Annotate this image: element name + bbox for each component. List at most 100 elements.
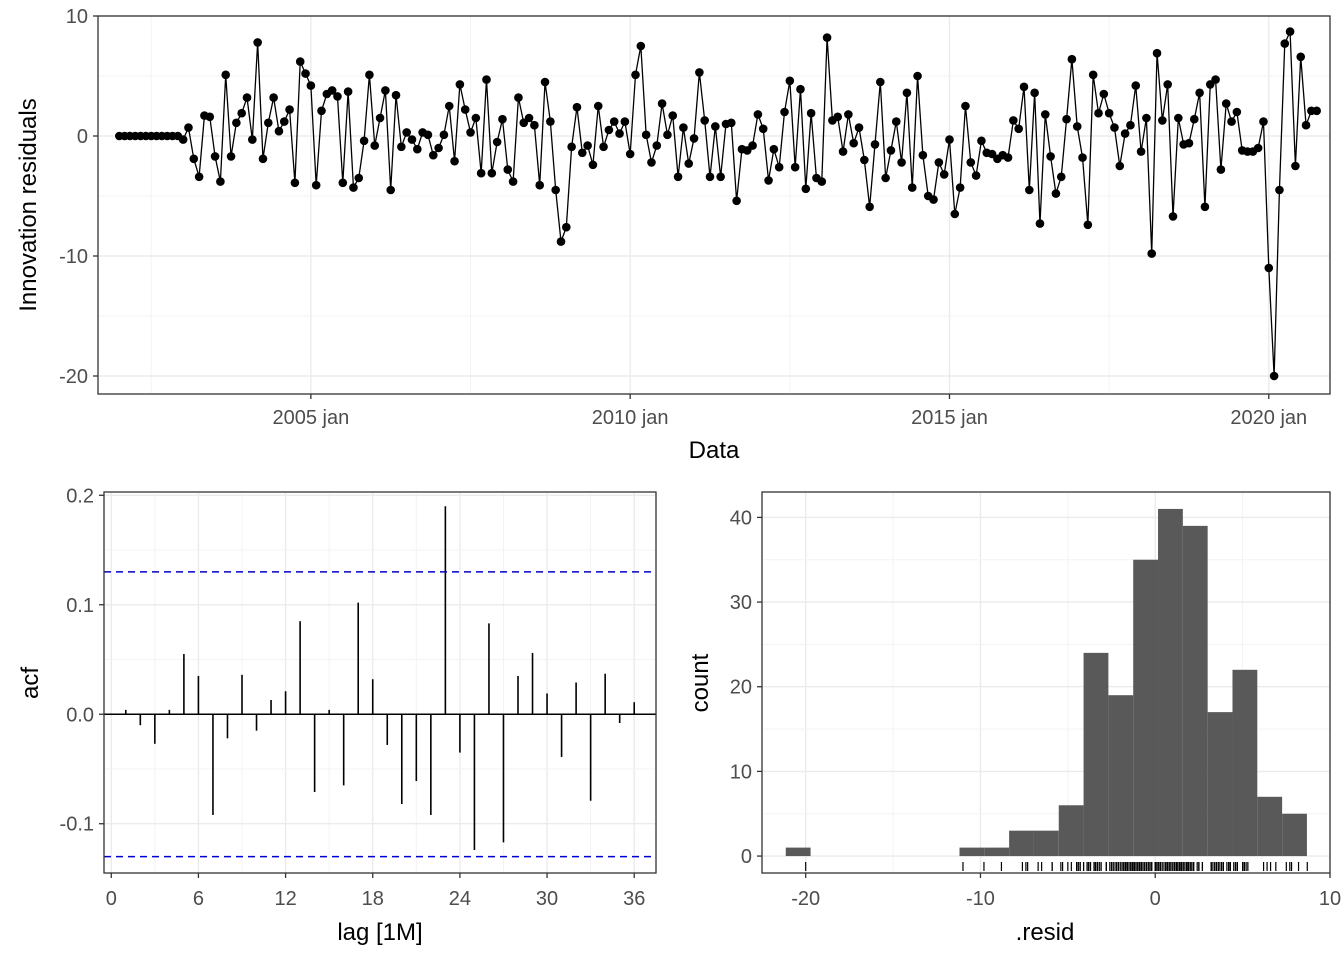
residual-point: [870, 140, 880, 149]
residual-point: [354, 173, 364, 183]
residual-point: [1221, 99, 1231, 108]
residual-point: [577, 148, 587, 158]
residual-point: [753, 110, 763, 119]
residual-point: [1280, 39, 1290, 48]
residual-point: [370, 141, 380, 150]
panel-border: [103, 491, 657, 874]
residual-point: [897, 158, 906, 167]
residual-point: [184, 123, 193, 132]
residual-point: [1152, 48, 1162, 58]
residual-point: [1136, 147, 1146, 156]
residual-point: [1285, 27, 1295, 36]
residual-point: [1253, 143, 1263, 153]
residual-point: [780, 107, 789, 117]
residual-line: [119, 31, 1317, 377]
residual-point: [306, 81, 316, 90]
residual-point: [961, 101, 970, 111]
y-axis-label: count: [687, 653, 714, 712]
residual-histogram-panel: -20 -10 0 10 40 30 20 10 0 .resid count: [687, 491, 1341, 946]
residual-point: [1126, 120, 1135, 130]
residual-point: [1030, 88, 1039, 98]
residual-point: [311, 180, 321, 190]
residual-point: [939, 170, 949, 179]
histogram-bar: [1282, 813, 1307, 857]
residual-point: [359, 136, 369, 146]
residual-point: [891, 117, 901, 126]
histogram-bar: [1108, 695, 1134, 857]
residual-point: [1046, 152, 1055, 161]
residual-point: [194, 172, 204, 182]
residual-point: [977, 136, 986, 146]
residual-point: [226, 152, 236, 161]
residual-point: [854, 123, 864, 132]
residual-point: [365, 70, 374, 80]
x-axis-label: lag [1M]: [337, 919, 422, 946]
residual-point: [428, 150, 438, 160]
residual-point: [1312, 106, 1321, 116]
residual-point: [524, 113, 534, 123]
residual-point: [205, 112, 215, 122]
x-axis-label: .resid: [1016, 919, 1075, 946]
residual-point: [806, 108, 816, 118]
histogram-bar: [984, 847, 1010, 857]
residual-point: [295, 57, 305, 66]
residual-point: [349, 183, 358, 192]
residual-point: [966, 158, 976, 167]
residual-point: [971, 171, 981, 180]
y-tick-label: 0.2: [66, 485, 94, 507]
residual-point: [929, 195, 938, 204]
residual-point: [375, 113, 385, 123]
residual-point: [572, 102, 582, 112]
residual-point: [593, 101, 603, 111]
acf-panel: 0 6 12 18 24 30 36 0.2 0.1 0.0 -0.1 lag [1M] acf: [17, 485, 657, 946]
residual-point: [1301, 120, 1311, 130]
residual-point: [327, 86, 337, 95]
residual-point: [1099, 89, 1109, 99]
residual-point: [290, 178, 300, 188]
residual-point: [237, 108, 246, 118]
residual-point: [657, 99, 667, 108]
residual-point: [402, 128, 411, 137]
residual-point: [1232, 107, 1242, 117]
x-tick-label: 18: [362, 888, 384, 910]
residual-point: [769, 144, 779, 154]
residual-point: [253, 38, 262, 47]
residual-point: [1040, 110, 1050, 119]
residual-point: [748, 141, 757, 150]
residual-point: [886, 146, 896, 155]
residual-point: [945, 135, 954, 144]
x-tick-label: 30: [536, 888, 558, 910]
x-tick-label: 0: [1150, 888, 1161, 910]
residual-point: [439, 130, 449, 140]
histogram-bar: [1257, 796, 1283, 857]
residual-point: [1104, 108, 1114, 118]
residual-point: [551, 185, 560, 195]
residual-point: [1115, 161, 1125, 171]
residual-point: [1142, 113, 1151, 123]
residual-point: [476, 168, 486, 178]
residual-point: [1067, 54, 1077, 64]
residual-point: [263, 118, 273, 128]
residual-point: [1062, 114, 1071, 124]
residual-point: [950, 209, 960, 219]
residual-point: [652, 141, 662, 150]
residual-point: [1094, 108, 1103, 118]
residual-point: [482, 75, 491, 84]
residual-point: [1120, 129, 1130, 138]
residual-point: [514, 93, 523, 102]
residual-point: [242, 93, 252, 102]
residual-point: [530, 120, 539, 130]
innovation-residuals-panel: 2005 jan 2010 jan 2015 jan 2020 jan 10 0 -10 -…: [15, 6, 1331, 464]
x-tick-label: -10: [966, 888, 995, 910]
residual-point: [689, 134, 699, 143]
residual-point: [838, 147, 848, 156]
residual-point: [498, 114, 507, 124]
residual-point: [907, 183, 917, 192]
residual-point: [540, 77, 550, 87]
residual-point: [1216, 165, 1226, 174]
residual-point: [397, 142, 406, 152]
histogram-bar: [1232, 669, 1258, 857]
x-tick-label: 2010 jan: [592, 407, 669, 429]
histogram-bar: [1033, 830, 1059, 857]
